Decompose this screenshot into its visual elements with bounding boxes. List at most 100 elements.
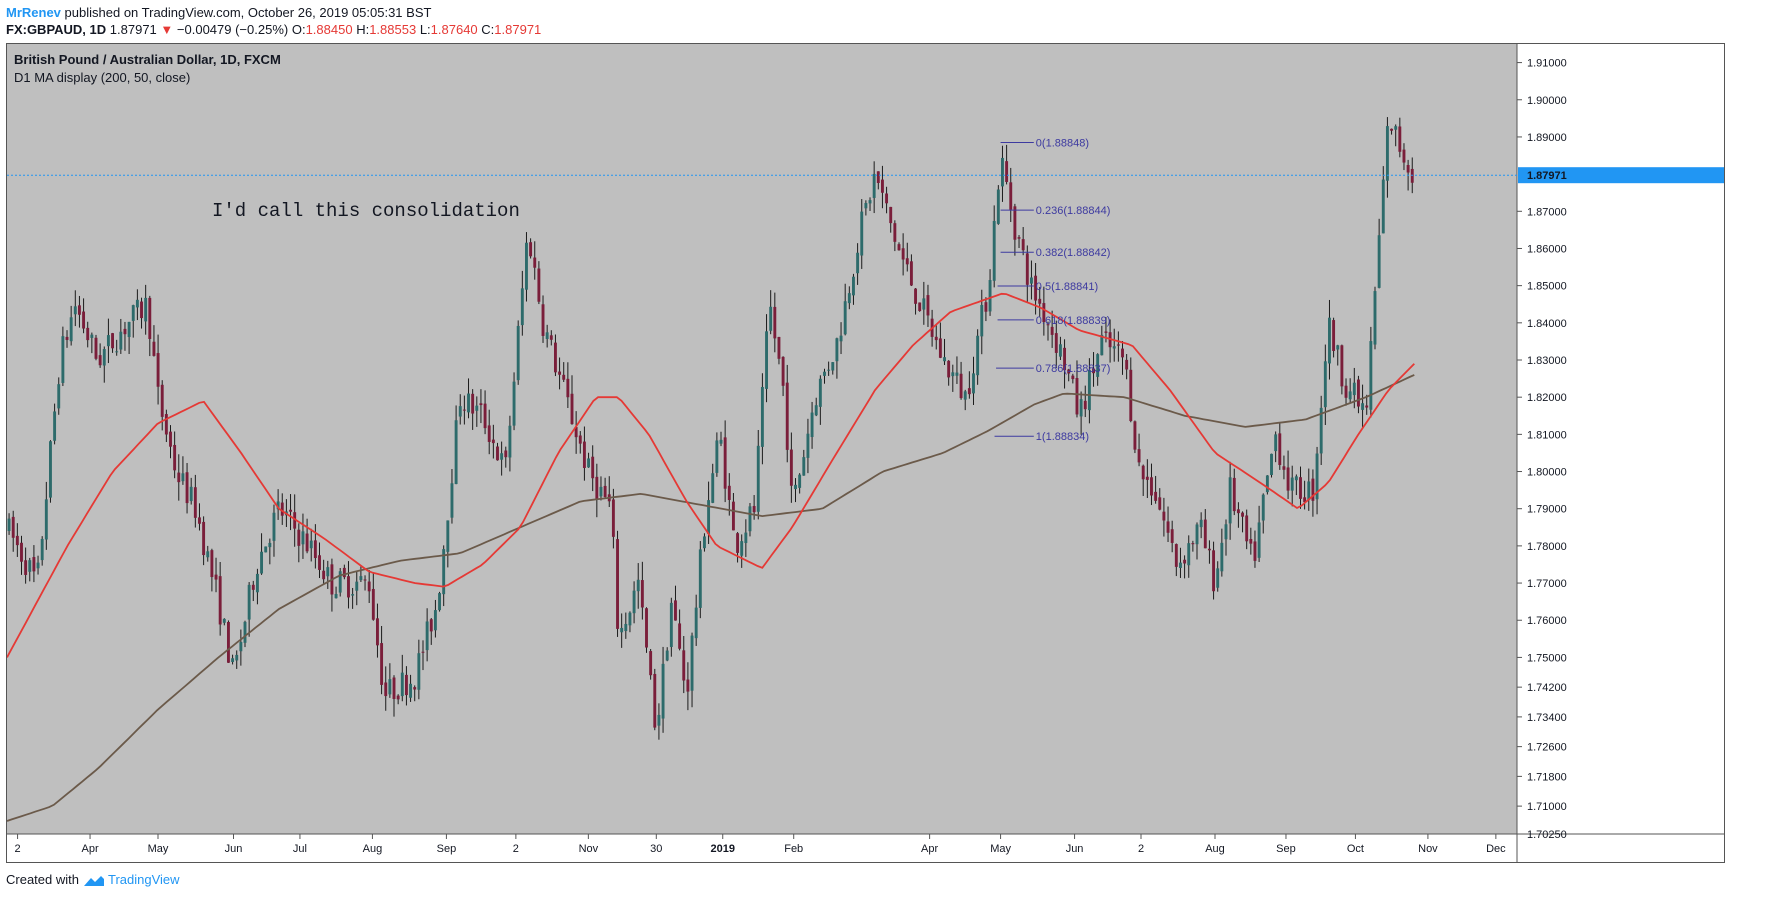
candle-body bbox=[909, 261, 913, 286]
x-tick-label: Jul bbox=[293, 843, 307, 855]
price-change: −0.00479 (−0.25%) bbox=[176, 22, 289, 37]
y-tick-label: 1.74200 bbox=[1527, 682, 1567, 694]
candle-body bbox=[914, 288, 917, 304]
candle-body bbox=[760, 386, 764, 447]
x-tick-label: Feb bbox=[784, 843, 803, 855]
x-tick-label: Aug bbox=[1205, 843, 1225, 855]
candle-body bbox=[868, 200, 872, 204]
candle-body bbox=[376, 618, 379, 646]
candle-body bbox=[657, 714, 661, 726]
candle-body bbox=[388, 679, 392, 695]
candle-body bbox=[789, 449, 793, 486]
ma50-line bbox=[7, 292, 1415, 658]
candle-body bbox=[715, 440, 719, 473]
candle-body bbox=[475, 405, 479, 411]
candle-body bbox=[1195, 524, 1199, 545]
candle-body bbox=[471, 393, 475, 414]
candle-body bbox=[1311, 478, 1315, 501]
candle-body bbox=[959, 373, 963, 399]
candle-body bbox=[160, 384, 164, 417]
candle-body bbox=[818, 378, 822, 407]
candle-body bbox=[1257, 522, 1261, 558]
candle-body bbox=[1212, 550, 1216, 592]
text-annotation[interactable]: I'd call this consolidation bbox=[212, 200, 520, 222]
candle-body bbox=[351, 594, 355, 596]
candle-body bbox=[827, 369, 831, 371]
candle-body bbox=[11, 516, 15, 538]
y-tick-label: 1.73400 bbox=[1527, 712, 1567, 724]
candle-body bbox=[185, 472, 189, 504]
candle-body bbox=[1365, 405, 1369, 408]
candle-body bbox=[1034, 275, 1038, 301]
high-label: H: bbox=[356, 22, 370, 37]
candle-body bbox=[1361, 403, 1365, 410]
candle-body bbox=[1158, 497, 1162, 510]
candle-body bbox=[1290, 477, 1294, 491]
candle-body bbox=[1050, 326, 1054, 335]
candle-body bbox=[1344, 385, 1348, 398]
candle-body bbox=[996, 189, 1000, 224]
candle-body bbox=[649, 651, 653, 676]
legend-indicator[interactable]: D1 MA display (200, 50, close) bbox=[14, 70, 191, 85]
candle-body bbox=[135, 299, 139, 308]
candle-body bbox=[570, 393, 574, 425]
candle-body bbox=[115, 351, 119, 353]
candle-body bbox=[1352, 382, 1356, 396]
candle-body bbox=[1236, 509, 1240, 514]
x-tick-label: Sep bbox=[1276, 843, 1296, 855]
candle-body bbox=[1261, 494, 1265, 521]
open-label: O: bbox=[291, 22, 306, 37]
y-tick-label: 1.85000 bbox=[1527, 281, 1567, 293]
candle-body bbox=[198, 517, 201, 524]
candle-body bbox=[943, 357, 946, 362]
author-link[interactable]: MrRenev bbox=[6, 5, 61, 20]
candle-body bbox=[578, 435, 582, 444]
candle-body bbox=[1079, 399, 1083, 417]
candle-body bbox=[359, 576, 363, 581]
candle-body bbox=[1402, 149, 1406, 163]
fib-level-label: 0.618(1.88839) bbox=[1036, 315, 1111, 327]
open-value: 1.88450 bbox=[305, 22, 353, 37]
candle-body bbox=[678, 623, 682, 649]
candle-body bbox=[835, 338, 839, 362]
candle-body bbox=[462, 409, 466, 411]
candle-body bbox=[1303, 497, 1307, 503]
x-tick-label: 2 bbox=[1138, 843, 1144, 855]
y-tick-label: 1.81000 bbox=[1527, 429, 1567, 441]
chart-svg[interactable]: 1.91000 1.90000 1.89000 1.87000 1.86000 1.850… bbox=[7, 44, 1724, 862]
candle-body bbox=[976, 335, 980, 376]
tradingview-link[interactable]: TradingView bbox=[108, 872, 180, 887]
y-tick-label: 1.76000 bbox=[1527, 615, 1567, 627]
x-tick-label: Apr bbox=[921, 843, 938, 855]
candle-body bbox=[32, 557, 36, 572]
candle-body bbox=[616, 539, 619, 629]
candle-body bbox=[972, 373, 975, 394]
fib-level-label: 0.5(1.88841) bbox=[1036, 281, 1098, 293]
candle-body bbox=[268, 542, 272, 548]
candle-body bbox=[127, 321, 131, 338]
candle-body bbox=[355, 581, 359, 591]
candle-body bbox=[885, 193, 889, 204]
candle-body bbox=[301, 531, 305, 545]
candle-body bbox=[1207, 548, 1211, 551]
x-tick-label: Dec bbox=[1486, 843, 1506, 855]
candle-body bbox=[1025, 253, 1029, 285]
y-tick-label: 1.79000 bbox=[1527, 504, 1567, 516]
candle-body bbox=[806, 433, 810, 458]
candle-body bbox=[338, 571, 342, 593]
candle-body bbox=[140, 301, 143, 319]
candle-body bbox=[202, 521, 206, 556]
candle-body bbox=[82, 311, 86, 329]
candle-body bbox=[1299, 477, 1302, 499]
candle-body bbox=[1042, 303, 1046, 323]
candle-body bbox=[94, 337, 98, 359]
candle-body bbox=[102, 349, 106, 366]
candle-body bbox=[1038, 298, 1042, 304]
candle-body bbox=[810, 412, 814, 438]
candle-body bbox=[1228, 477, 1232, 524]
candle-body bbox=[1270, 453, 1273, 476]
candle-body bbox=[653, 673, 657, 728]
candle-body bbox=[98, 355, 102, 366]
candle-body bbox=[181, 473, 185, 482]
chart-area[interactable]: 1.91000 1.90000 1.89000 1.87000 1.86000 1.850… bbox=[6, 43, 1725, 863]
